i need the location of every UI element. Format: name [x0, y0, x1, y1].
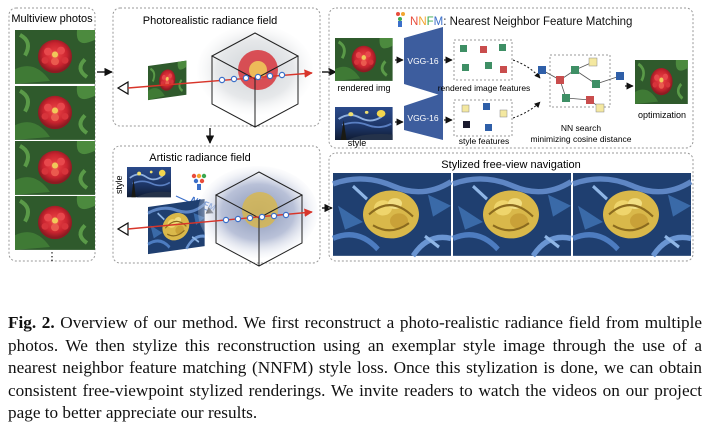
nnfm-title-f: F — [427, 16, 434, 28]
rendered-features — [460, 44, 507, 73]
artistic-title: Artistic radiance field — [149, 152, 251, 164]
nnfm-style-image — [333, 105, 394, 142]
more-photos-ellipsis: ⋮ — [47, 251, 58, 263]
navigation-panel: Stylized free-view navigation — [328, 152, 693, 262]
nnfm-title-rest: : Nearest Neighbor Feature Matching — [443, 16, 632, 28]
multiview-photos-title: Multiview photos — [11, 13, 93, 25]
artistic-style-label: style — [114, 175, 124, 194]
photoreal-panel: Photorealistic radiance field — [112, 7, 321, 128]
nnfm-title-logo — [396, 12, 405, 27]
style-features-box — [453, 99, 513, 137]
vgg-encoder-bottom — [404, 93, 443, 140]
rendered-features-box — [453, 39, 513, 81]
radiance-cube — [210, 32, 300, 128]
svg-text:NNFM: Nearest Neighbor Feature: NNFM: Nearest Neighbor Feature Matching — [410, 16, 632, 28]
nnfm-panel: NNFM: Nearest Neighbor Feature Matching … — [328, 7, 694, 149]
rendered-features-label: rendered image features — [438, 83, 531, 93]
photo-3 — [13, 139, 97, 197]
ray-samples — [218, 71, 286, 84]
nn-search-nodes — [538, 57, 624, 113]
optimized-image — [633, 58, 690, 106]
nnfm-title-n2: N — [418, 16, 426, 28]
nn-search-box — [549, 54, 611, 108]
figure-caption-text: Overview of our method. We first reconst… — [8, 313, 702, 423]
camera-icon — [116, 80, 129, 96]
artistic-radiance-cube — [214, 171, 304, 267]
multiview-photos-panel: Multiview photos ⋮ — [8, 7, 97, 263]
nn-search-label-2: minimizing cosine distance — [530, 134, 631, 144]
stylized-view-1 — [333, 173, 451, 256]
optimization-label: optimization — [638, 110, 686, 120]
style-label: style — [348, 138, 367, 148]
rendered-img-label: rendered img — [337, 83, 390, 93]
nnfm-rendered-image — [333, 36, 395, 83]
figure-label: Fig. 2. — [8, 313, 55, 332]
artistic-camera-icon — [116, 221, 129, 237]
photo-4 — [13, 194, 97, 252]
vgg-encoder-top — [404, 27, 443, 96]
nn-search-label-1: NN search — [561, 123, 601, 133]
vgg-top-label: VGG-16 — [407, 56, 438, 66]
vgg-bottom-label: VGG-16 — [407, 113, 438, 123]
artistic-panel: Artistic radiance field style NNFM — [112, 145, 321, 267]
style-features-label: style features — [459, 136, 510, 146]
navigation-title: Stylized free-view navigation — [441, 159, 580, 171]
stylized-view-3 — [573, 173, 691, 256]
artistic-style-thumbnail — [126, 166, 172, 199]
artistic-ray-samples — [222, 211, 290, 224]
style-features — [461, 103, 508, 131]
photoreal-title: Photorealistic radiance field — [143, 15, 278, 27]
method-overview-figure: Multiview photos ⋮ Photorealistic radian… — [8, 7, 708, 267]
stylized-view-2 — [453, 173, 571, 256]
artistic-camera-ray — [127, 208, 313, 230]
nn-search-graph — [541, 61, 621, 109]
photo-1 — [13, 28, 97, 86]
nnfm-logo — [191, 173, 207, 190]
figure-caption: Fig. 2. Overview of our method. We first… — [8, 312, 702, 425]
nnfm-title-m: M — [434, 16, 444, 28]
photo-2 — [13, 84, 97, 142]
rendered-view-plane — [146, 59, 188, 102]
nnfm-title-n1: N — [410, 16, 418, 28]
